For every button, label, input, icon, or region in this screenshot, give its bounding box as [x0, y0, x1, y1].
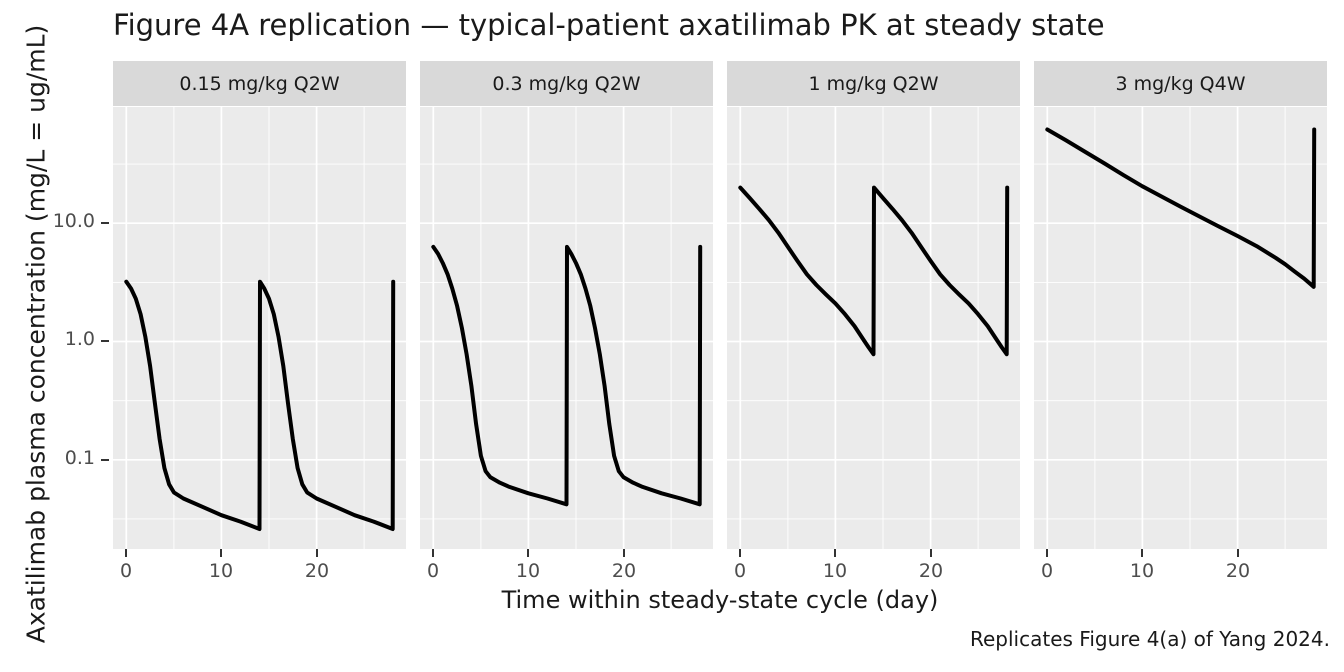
pk-panel-plot — [420, 107, 713, 549]
figure-caption: Replicates Figure 4(a) of Yang 2024. — [970, 627, 1330, 651]
facet-strips: 0.15 mg/kg Q2W 0.3 mg/kg Q2W 1 mg/kg Q2W… — [113, 61, 1327, 106]
x-tick-label: 20 — [918, 560, 944, 582]
pk-panel-plot — [727, 107, 1020, 549]
pk-curve — [431, 244, 703, 507]
x-tick-label: 10 — [208, 560, 234, 582]
panel-1mgkg — [727, 107, 1020, 549]
facet-strip-label: 1 mg/kg Q2W — [808, 72, 939, 95]
x-tick-mark — [930, 549, 932, 557]
pk-curve — [1045, 127, 1317, 289]
x-tick-label: 20 — [304, 560, 330, 582]
x-tick-label: 20 — [1225, 560, 1251, 582]
facet-strip-label: 3 mg/kg Q4W — [1115, 72, 1246, 95]
figure-title: Figure 4A replication — typical-patient … — [113, 8, 1105, 42]
facet-strip-3mgkg: 3 mg/kg Q4W — [1034, 61, 1327, 106]
x-tick-mark — [834, 549, 836, 557]
x-tick-mark — [1237, 549, 1239, 557]
x-tick-mark — [432, 549, 434, 557]
y-tick-mark — [101, 340, 109, 342]
pk-panel-plot — [1034, 107, 1327, 549]
x-tick-mark — [316, 549, 318, 557]
x-tick-mark — [1141, 549, 1143, 557]
x-tick-mark — [739, 549, 741, 557]
facet-strip-label: 0.3 mg/kg Q2W — [492, 72, 641, 95]
chart-panels — [113, 107, 1327, 549]
x-tick-mark — [220, 549, 222, 557]
y-tick-mark — [101, 459, 109, 461]
pk-curve — [738, 185, 1010, 357]
x-axis-title: Time within steady-state cycle (day) — [501, 586, 939, 614]
x-tick-label: 0 — [733, 560, 747, 582]
facet-strip-label: 0.15 mg/kg Q2W — [179, 72, 340, 95]
x-tick-mark — [527, 549, 529, 557]
panel-background — [1034, 107, 1327, 549]
x-tick-mark — [1046, 549, 1048, 557]
facet-strip-1mgkg: 1 mg/kg Q2W — [727, 61, 1020, 106]
x-tick-label: 10 — [515, 560, 541, 582]
y-axis-title: Axatilimab plasma concentration (mg/L = … — [21, 24, 51, 644]
x-tick-label: 20 — [611, 560, 637, 582]
x-tick-label: 10 — [822, 560, 848, 582]
x-tick-label: 0 — [426, 560, 440, 582]
x-tick-mark — [125, 549, 127, 557]
x-tick-label: 10 — [1129, 560, 1155, 582]
panel-0.3mgkg — [420, 107, 713, 549]
pk-curve — [124, 279, 396, 531]
panel-3mgkg — [1034, 107, 1327, 549]
x-tick-label: 0 — [119, 560, 133, 582]
y-tick-mark — [101, 222, 109, 224]
facet-strip-0.3mgkg: 0.3 mg/kg Q2W — [420, 61, 713, 106]
x-tick-mark — [623, 549, 625, 557]
pk-panel-plot — [113, 107, 406, 549]
x-tick-label: 0 — [1040, 560, 1054, 582]
panel-0.15mgkg — [113, 107, 406, 549]
facet-strip-0.15mgkg: 0.15 mg/kg Q2W — [113, 61, 406, 106]
